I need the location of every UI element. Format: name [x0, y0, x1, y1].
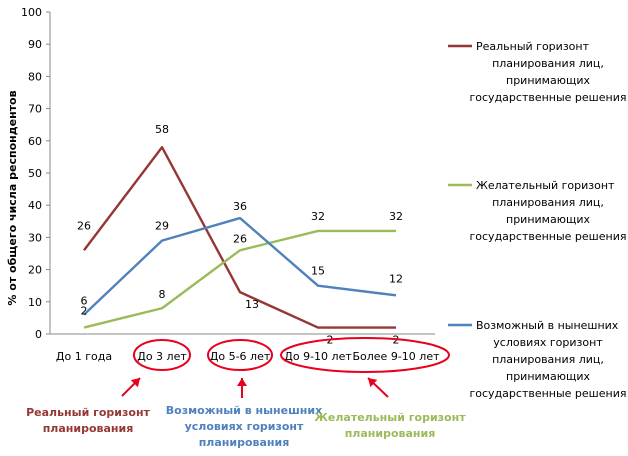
annotation-label: планирования	[43, 422, 134, 435]
legend-label: государственные решения	[470, 91, 627, 104]
highlight-ellipse	[133, 339, 191, 371]
y-tick-label: 0	[35, 328, 42, 341]
annotation-label: Реальный горизонт	[26, 406, 150, 419]
y-tick-labels: 0 10 20 30 40 50 60 70 80 90 100	[21, 6, 42, 341]
legend-label: условиях горизонт	[493, 336, 603, 349]
x-tick-label: До 3 лет	[137, 350, 187, 363]
legend-label: принимающих	[506, 370, 590, 383]
y-tick-label: 70	[28, 103, 42, 116]
series-line	[83, 229, 396, 329]
data-label: 32	[311, 210, 325, 223]
data-label: 2	[81, 305, 88, 318]
highlight-ellipse	[280, 337, 450, 373]
series-lines	[83, 146, 397, 329]
y-tick-label: 60	[28, 135, 42, 148]
arrow-head	[130, 378, 140, 388]
highlight-ellipse	[207, 339, 273, 371]
legend-label: государственные решения	[470, 230, 627, 243]
y-tick-label: 90	[28, 38, 42, 51]
data-label: 58	[155, 123, 169, 136]
y-tick-label: 30	[28, 231, 42, 244]
x-tick-labels: До 1 года До 3 лет До 5-6 лет До 9-10 лет Бо…	[56, 350, 440, 363]
annotation-label: Желательный горизонт	[314, 411, 466, 424]
y-tick-label: 20	[28, 264, 42, 277]
series-line	[83, 146, 396, 329]
legend: Реальный горизонт планирования лиц, приним…	[448, 40, 626, 400]
y-tick-label: 100	[21, 6, 42, 19]
y-tick-label: 80	[28, 70, 42, 83]
legend-label: планирования лиц,	[492, 196, 604, 209]
y-tick-label: 10	[28, 296, 42, 309]
annotation-label: планирования	[199, 436, 290, 449]
annotation-label: планирования	[345, 427, 436, 440]
x-tick-label: Более 9-10 лет	[352, 350, 440, 363]
y-tick-label: 40	[28, 199, 42, 212]
data-label: 13	[245, 298, 259, 311]
y-tick-label: 50	[28, 167, 42, 180]
legend-label: Желательный горизонт	[476, 179, 615, 192]
annotation-label: Возможный в нынешних	[166, 404, 322, 417]
legend-label: Реальный горизонт	[476, 40, 590, 53]
axes	[46, 11, 435, 335]
legend-label: принимающих	[506, 74, 590, 87]
arrow-head	[237, 378, 247, 386]
data-label: 15	[311, 265, 325, 278]
y-axis-label: % от общего числа респондентов	[6, 90, 19, 305]
annotation-label: условиях горизонт	[185, 420, 304, 433]
data-label: 36	[233, 200, 247, 213]
data-label: 32	[389, 210, 403, 223]
highlight-ellipses	[133, 337, 450, 373]
legend-label: планирования лиц,	[492, 57, 604, 70]
legend-label: Возможный в нынешних	[476, 319, 619, 332]
x-tick-label: До 5-6 лет	[210, 350, 271, 363]
data-label: 29	[155, 220, 169, 233]
arrow-head	[368, 378, 378, 388]
legend-label: принимающих	[506, 213, 590, 226]
x-tick-label: До 9-10 лет	[284, 350, 352, 363]
data-label: 12	[389, 272, 403, 285]
annotation-arrows	[121, 377, 389, 398]
annotations: Реальный горизонт планирования Возможный в…	[26, 404, 466, 449]
data-label: 6	[81, 295, 88, 308]
series-line	[83, 216, 397, 316]
data-label: 8	[159, 288, 166, 301]
legend-label: планирования лиц,	[492, 353, 604, 366]
data-label: 26	[233, 232, 247, 245]
legend-label: государственные решения	[470, 387, 627, 400]
data-label: 26	[77, 219, 91, 232]
x-tick-label: До 1 года	[56, 350, 112, 363]
